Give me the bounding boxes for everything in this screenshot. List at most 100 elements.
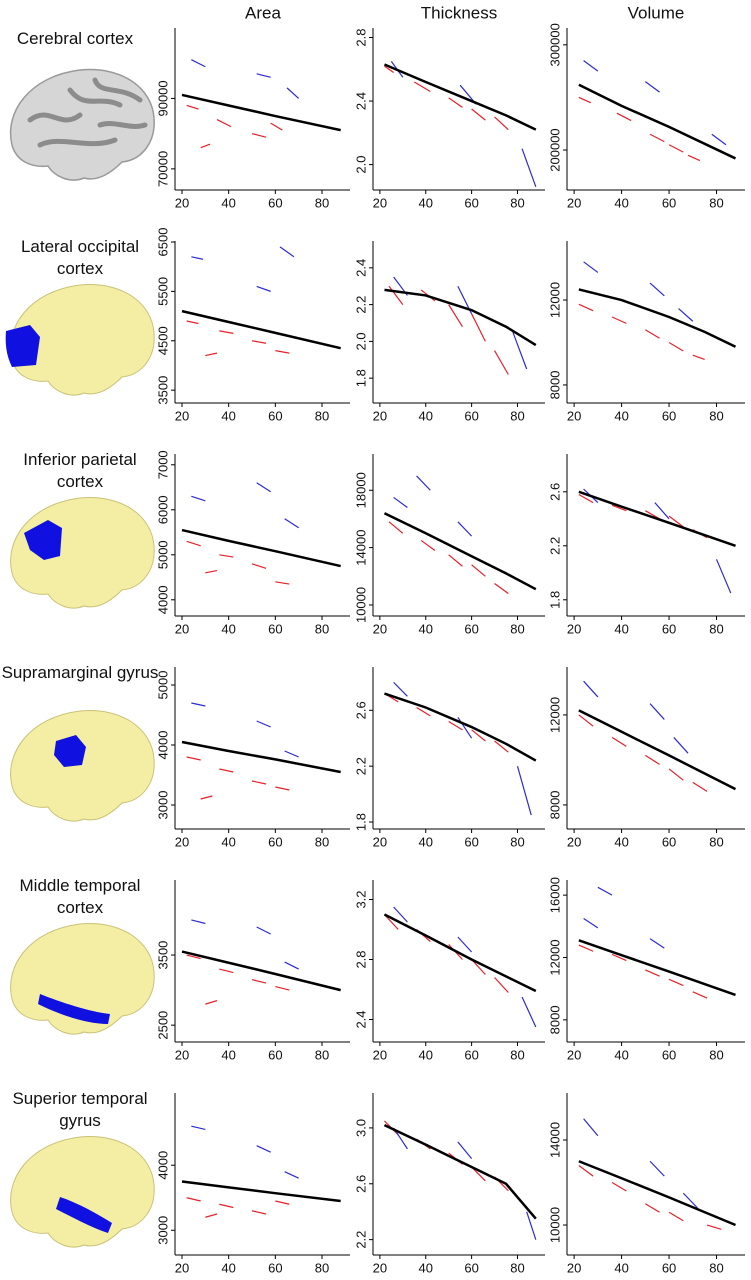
trajectory: [583, 680, 599, 698]
y-tick-label: 10000: [547, 1207, 562, 1243]
brain-illustration: [10, 710, 155, 822]
trajectory: [219, 554, 234, 558]
x-tick-label: 80: [510, 834, 524, 849]
trajectory: [516, 765, 532, 816]
trajectory: [284, 961, 299, 970]
trajectory: [270, 122, 283, 131]
x-tick-label: 60: [464, 834, 478, 849]
trajectory: [611, 504, 627, 512]
x-tick-label: 40: [221, 834, 235, 849]
y-tick-label: 14000: [547, 1122, 562, 1158]
trajectory: [645, 329, 660, 339]
x-tick-label: 20: [373, 1047, 387, 1062]
trajectory: [578, 1165, 594, 1177]
trajectory: [668, 341, 684, 352]
trajectory: [611, 1181, 627, 1192]
x-tick-label: 80: [709, 834, 723, 849]
y-tick-label: 2.6: [353, 1175, 368, 1193]
panel: 20 40 60 80 1.8 2.2 2.6: [547, 454, 745, 636]
panel: 20 40 60 80 70000 90000: [155, 28, 350, 210]
trajectory: [384, 65, 394, 73]
x-tick-label: 60: [464, 1260, 478, 1275]
fit-line: [384, 692, 537, 762]
x-tick-label: 80: [709, 1260, 723, 1275]
trajectory: [649, 703, 665, 720]
trajectory: [706, 1224, 722, 1230]
brain-illustration: [10, 923, 155, 1035]
y-tick-label: 4000: [155, 585, 170, 614]
column-title: Volume: [628, 3, 685, 22]
trajectory: [578, 944, 594, 952]
y-tick-label: 16000: [547, 877, 562, 913]
y-tick-label: 2.2: [353, 757, 368, 775]
x-tick-label: 40: [221, 195, 235, 210]
trajectory: [616, 112, 632, 122]
trajectory: [205, 1213, 218, 1218]
x-tick-label: 60: [268, 1260, 282, 1275]
trajectory: [668, 768, 684, 781]
trajectory: [186, 1197, 201, 1202]
fit-line: [181, 1180, 341, 1203]
panel: 20 40 60 80 2500 3500: [155, 880, 350, 1062]
trajectory: [578, 714, 594, 727]
trajectory: [668, 978, 684, 987]
trajectory: [457, 1141, 473, 1160]
trajectory: [471, 313, 486, 342]
x-tick-label: 40: [614, 1047, 628, 1062]
trajectory: [186, 320, 199, 325]
trajectory: [284, 1171, 299, 1179]
trajectory: [200, 143, 211, 149]
x-tick-label: 80: [510, 408, 524, 423]
y-tick-label: 2.2: [353, 296, 368, 314]
trajectory: [191, 919, 206, 925]
x-tick-label: 80: [709, 408, 723, 423]
trajectory: [644, 754, 660, 765]
x-tick-label: 80: [315, 834, 329, 849]
fit-line: [181, 740, 341, 774]
x-tick-label: 80: [315, 1047, 329, 1062]
trajectory: [284, 518, 299, 529]
trajectory: [251, 133, 267, 138]
panel: 20 40 60 80 3000 4000: [155, 1093, 350, 1275]
x-tick-label: 80: [709, 195, 723, 210]
panel: 20 40 60 80 3000 4000 5000: [155, 667, 350, 849]
x-tick-label: 20: [373, 621, 387, 636]
trajectory: [692, 781, 708, 792]
y-tick-label: 1.8: [353, 813, 368, 831]
trajectory: [205, 1000, 218, 1005]
trajectory: [687, 154, 701, 162]
trajectory: [457, 936, 473, 953]
fit-line: [383, 512, 537, 591]
trajectory: [645, 1203, 660, 1213]
fit-line: [578, 490, 736, 547]
trajectory: [494, 350, 509, 375]
trajectory: [597, 886, 613, 896]
trajectory: [649, 1160, 665, 1177]
x-tick-label: 60: [268, 408, 282, 423]
trajectory: [256, 73, 271, 78]
y-tick-label: 5500: [155, 277, 170, 306]
x-tick-label: 80: [315, 621, 329, 636]
trajectory: [216, 119, 232, 128]
x-tick-label: 20: [373, 408, 387, 423]
trajectory: [388, 285, 404, 305]
fit-line: [578, 709, 737, 791]
trajectory: [219, 330, 234, 334]
panel: 20 40 60 80 2.0 2.4 2.8: [353, 28, 545, 210]
x-tick-label: 60: [662, 195, 676, 210]
trajectory: [673, 737, 689, 754]
trajectory: [494, 582, 509, 594]
y-tick-label: 2.6: [547, 483, 562, 501]
row-label: Lateral occipital cortex: [20, 237, 140, 278]
trajectory: [420, 539, 436, 551]
fit-line: [181, 950, 341, 992]
fit-line: [578, 288, 737, 348]
row-label: Supramarginal gyrus: [1, 663, 159, 682]
y-tick-label: 5000: [155, 540, 170, 569]
trajectory: [649, 938, 665, 949]
panel: 20 40 60 80 10000 14000 18000: [353, 454, 545, 636]
trajectory: [448, 554, 463, 567]
brain-illustration: [10, 1136, 155, 1248]
trajectory: [471, 729, 486, 742]
x-tick-label: 80: [315, 195, 329, 210]
